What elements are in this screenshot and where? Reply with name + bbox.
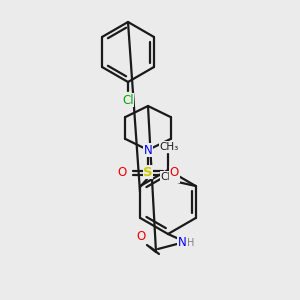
Text: O: O <box>136 230 146 244</box>
Text: N: N <box>144 143 152 157</box>
Text: Cl: Cl <box>122 94 134 106</box>
Text: N: N <box>178 236 186 248</box>
Text: H: H <box>187 238 195 248</box>
Text: O: O <box>117 167 127 179</box>
Text: O: O <box>169 167 178 179</box>
Text: S: S <box>143 166 153 178</box>
Text: CH₃: CH₃ <box>159 142 178 152</box>
Text: CH₃: CH₃ <box>160 172 179 182</box>
